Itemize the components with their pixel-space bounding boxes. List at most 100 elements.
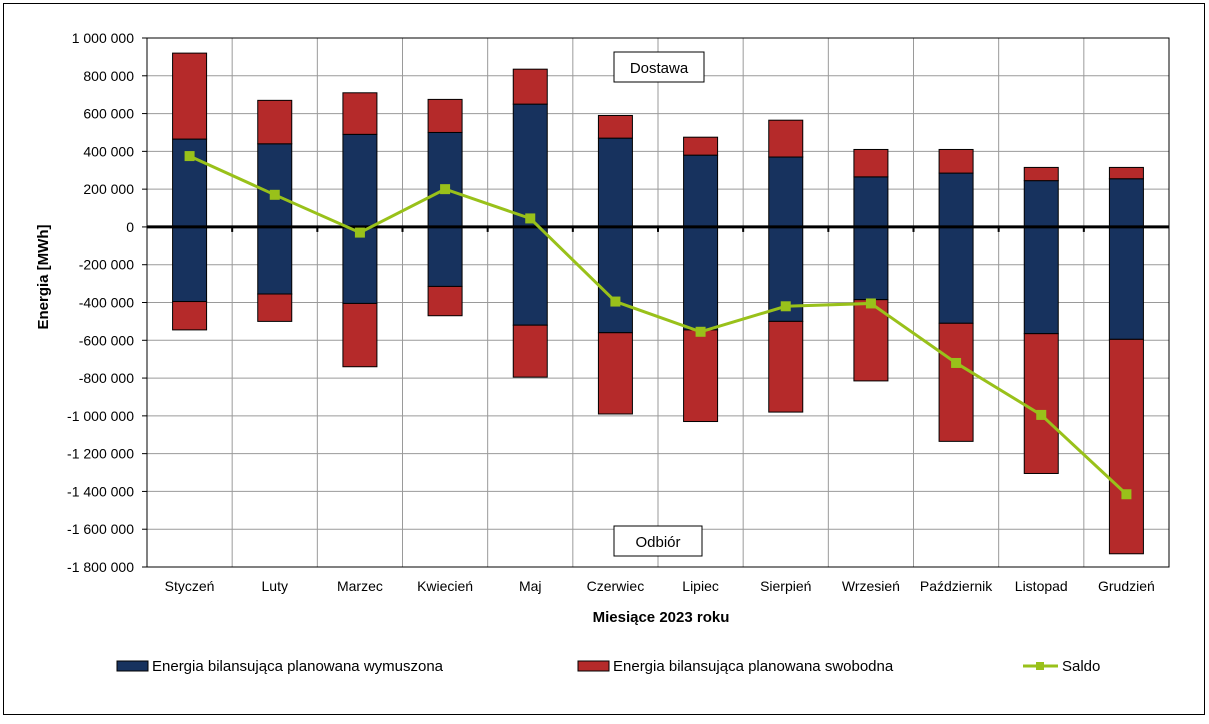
y-tick-label: 1 000 000 (72, 30, 134, 46)
y-tick-labels: 1 000 000 800 000 600 000 400 000 200 000 0 -2… (67, 30, 134, 575)
y-tick-label: -1 600 000 (67, 521, 134, 537)
y-tick-label: -400 000 (79, 295, 134, 311)
legend: Energia bilansująca planowana wymuszona … (116, 658, 1100, 675)
y-tick-label: -600 000 (79, 332, 134, 348)
x-tick-label: Wrzesień (842, 578, 900, 594)
x-tick-label: Maj (519, 578, 542, 594)
legend-swatch-forced (116, 660, 149, 672)
bar-forced-offtake (1108, 226, 1144, 340)
x-tick-label: Listopad (1015, 578, 1068, 594)
bar-forced-supply (257, 143, 293, 228)
y-tick-label: 200 000 (83, 181, 134, 197)
bar-forced-supply (853, 176, 889, 228)
bar-forced-supply (1023, 180, 1059, 228)
x-tick-label: Luty (262, 578, 288, 594)
x-tick-label: Lipiec (682, 578, 719, 594)
legend-label-forced: Energia bilansująca planowana wymuszona (152, 658, 444, 675)
bar-free-supply (938, 148, 974, 174)
bar-free-offtake (172, 301, 208, 331)
annotation-supply-text: Dostawa (630, 60, 689, 77)
y-tick-label: -1 800 000 (67, 559, 134, 575)
bar-free-offtake (1023, 333, 1059, 474)
y-tick-label: 0 (126, 219, 134, 235)
annotation-offtake-text: Odbiór (635, 534, 680, 551)
annotation-supply-box (613, 51, 705, 83)
bar-free-offtake (597, 332, 633, 415)
y-tick-label: -200 000 (79, 257, 134, 273)
y-tick-label: -800 000 (79, 370, 134, 386)
bar-free-offtake (768, 320, 804, 413)
annotation-offtake: Odbiór (613, 525, 703, 557)
bar-forced-supply (683, 154, 719, 228)
y-tick-label: 600 000 (83, 106, 134, 122)
saldo-point (695, 326, 706, 337)
bar-free-supply (427, 98, 463, 133)
bar-forced-offtake (853, 226, 889, 301)
bar-free-offtake (938, 322, 974, 442)
bar-free-offtake (683, 329, 719, 423)
x-tick-label: Sierpień (760, 578, 811, 594)
x-tick-labels: Styczeń Luty Marzec Kwiecień Maj Czerwiec Lipi… (165, 578, 1155, 594)
bar-forced-offtake (172, 226, 208, 303)
y-tick-label: 400 000 (83, 143, 134, 159)
legend-label-free: Energia bilansująca planowana swobodna (613, 658, 894, 675)
x-tick-label: Grudzień (1098, 578, 1155, 594)
bar-free-supply (1108, 166, 1144, 180)
x-tick-label: Marzec (337, 578, 383, 594)
bar-free-supply (683, 136, 719, 156)
saldo-point (269, 189, 280, 200)
bar-free-offtake (1108, 338, 1144, 555)
saldo-point (1121, 489, 1132, 500)
bar-forced-offtake (427, 226, 463, 287)
legend-label-saldo: Saldo (1062, 658, 1100, 675)
annotation-offtake-box (613, 525, 703, 557)
bar-forced-offtake (597, 226, 633, 334)
x-tick-label: Czerwiec (587, 578, 645, 594)
saldo-point (865, 298, 876, 309)
x-tick-label: Styczeń (165, 578, 215, 594)
bar-free-supply (512, 68, 548, 105)
bar-forced-supply (427, 131, 463, 228)
bar-forced-offtake (938, 226, 974, 324)
saldo-point (780, 301, 791, 312)
saldo-point (440, 184, 451, 195)
bar-forced-offtake (1023, 226, 1059, 335)
bar-forced-offtake (512, 226, 548, 326)
saldo-line (188, 154, 1128, 496)
saldo-point (951, 357, 962, 368)
legend-swatch-free (577, 660, 610, 672)
saldo-point (184, 151, 195, 162)
bar-free-offtake (257, 293, 293, 322)
bar-free-supply (768, 119, 804, 158)
y-tick-label: -1 400 000 (67, 483, 134, 499)
bar-forced-supply (768, 156, 804, 228)
zero-axis (147, 225, 1169, 232)
bar-free-supply (1023, 166, 1059, 182)
bar-forced-offtake (342, 226, 378, 304)
y-tick-label: -1 200 000 (67, 446, 134, 462)
y-tick-label: -1 000 000 (67, 408, 134, 424)
annotation-supply: Dostawa (613, 51, 705, 83)
saldo-line-group (184, 151, 1132, 500)
saldo-point (1036, 409, 1047, 420)
bar-forced-supply (512, 103, 548, 228)
bar-free-supply (853, 148, 889, 178)
bar-forced-supply (938, 172, 974, 228)
bar-forced-supply (342, 133, 378, 228)
plot-area-border (146, 37, 1170, 568)
bar-forced-supply (597, 137, 633, 228)
y-tick-label: 800 000 (83, 68, 134, 84)
bar-forced-offtake (683, 226, 719, 331)
bar-free-offtake (512, 324, 548, 378)
bar-free-supply (597, 114, 633, 139)
bar-forced-offtake (257, 226, 293, 295)
bar-free-offtake (342, 302, 378, 368)
x-tick-label: Kwiecień (417, 578, 473, 594)
y-axis-title: Energia [MWh] (35, 225, 52, 330)
x-axis-title: Miesiące 2023 roku (593, 609, 730, 626)
legend-swatch-saldo-marker (1036, 662, 1044, 670)
x-tick-label: Październik (920, 578, 993, 594)
saldo-point (354, 227, 365, 238)
